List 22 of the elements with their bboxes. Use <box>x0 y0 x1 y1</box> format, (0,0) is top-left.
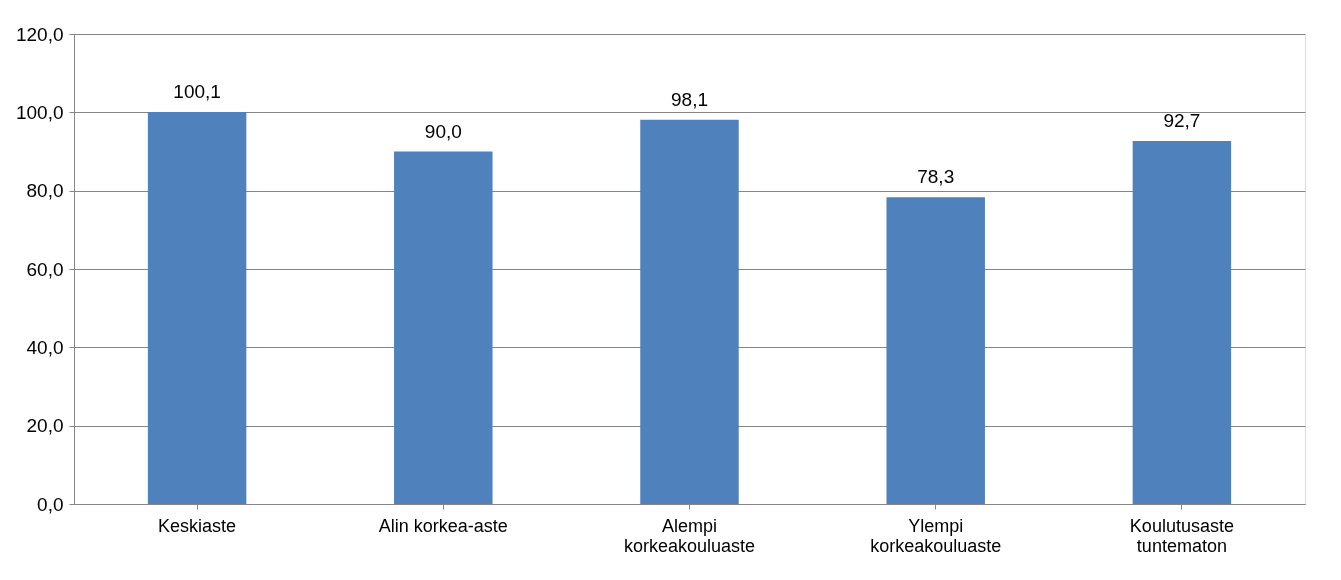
data-label: 90,0 <box>424 120 462 142</box>
bar <box>1132 140 1232 504</box>
data-label: 98,1 <box>671 88 708 110</box>
data-label: 92,7 <box>1163 109 1201 131</box>
bar <box>394 151 493 504</box>
bar <box>886 197 985 504</box>
y-tick-label: 120,0 <box>15 23 64 45</box>
y-tick-label: 40,0 <box>26 336 64 358</box>
y-tick-label: 20,0 <box>26 415 64 437</box>
bar <box>640 119 739 504</box>
x-tick-label: Alin korkea-aste <box>378 515 508 536</box>
y-tick-label: 100,0 <box>15 101 64 123</box>
data-label: 78,3 <box>917 166 955 188</box>
y-tick-label: 60,0 <box>26 258 64 280</box>
data-label: 100,1 <box>173 80 221 102</box>
x-tick-label: Koulutusaste tuntematon <box>1129 515 1234 556</box>
bar <box>147 111 247 504</box>
x-tick-label: Keskiaste <box>158 515 237 536</box>
x-tick-label: Ylempi korkeakouluaste <box>870 515 1002 556</box>
y-tick-label: 80,0 <box>26 180 64 202</box>
y-tick-label: 0,0 <box>37 493 64 515</box>
x-tick-label: Alempi korkeakouluaste <box>623 515 756 556</box>
